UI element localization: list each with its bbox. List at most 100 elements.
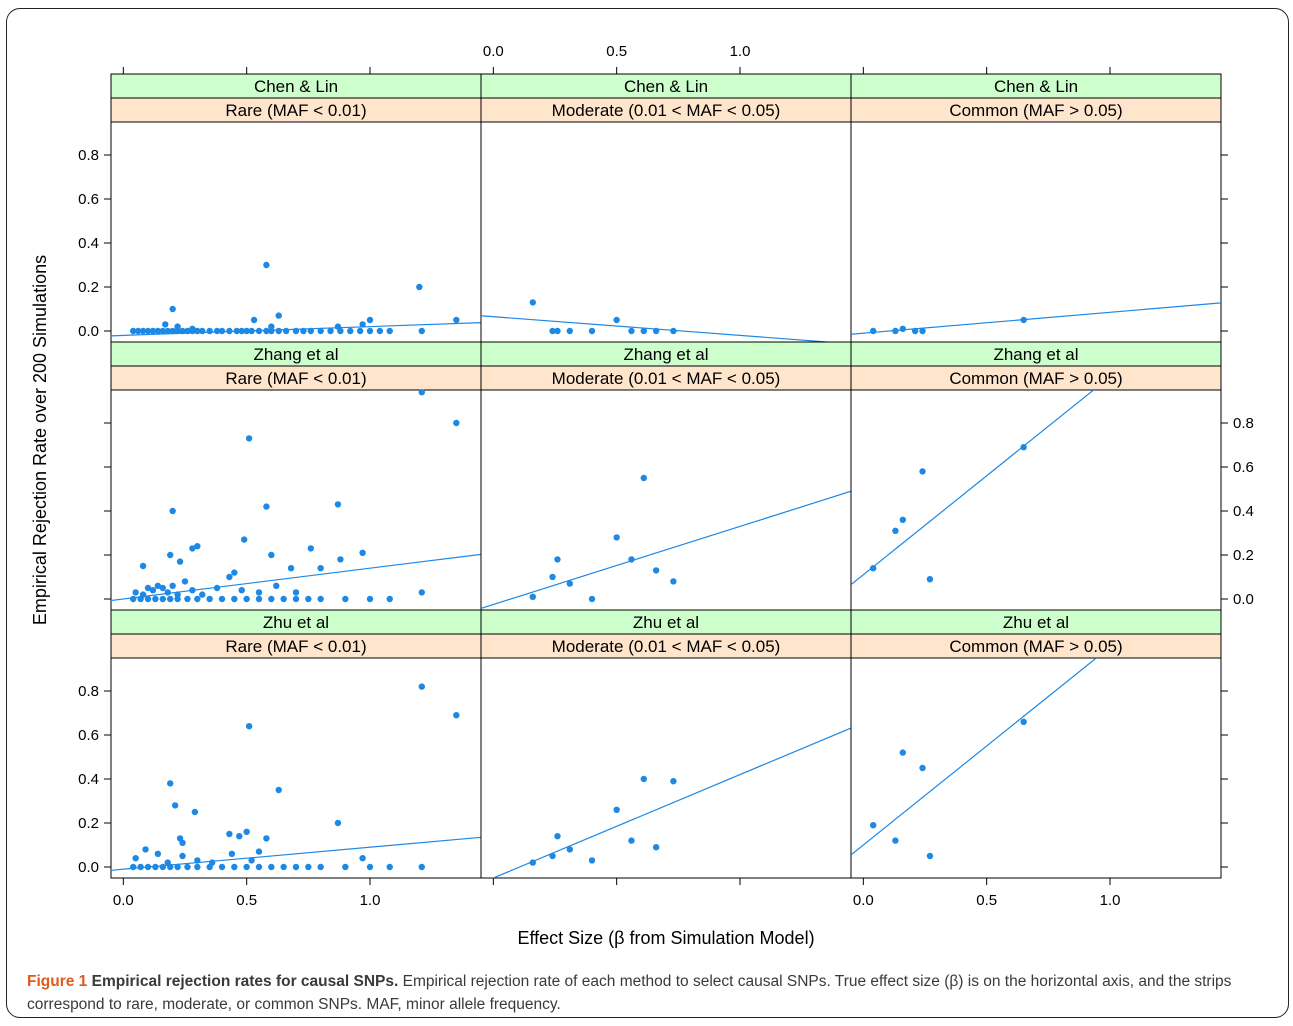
data-point [588, 327, 596, 335]
data-point [174, 595, 181, 603]
data-point [228, 850, 236, 857]
panel-frame [850, 121, 1222, 343]
data-point [549, 852, 556, 860]
data-point [152, 863, 159, 871]
data-point [139, 591, 147, 598]
data-point [255, 595, 263, 603]
data-point [899, 325, 906, 332]
data-point [255, 327, 263, 335]
y-tick-label-left: 0.4 [78, 235, 99, 252]
data-point [307, 327, 314, 335]
data-point [189, 545, 196, 552]
data-point [194, 595, 201, 603]
regression-line [481, 490, 851, 609]
data-point [268, 327, 275, 335]
data-point [453, 316, 460, 324]
data-point [1020, 444, 1027, 451]
data-point [418, 327, 425, 335]
data-point [191, 808, 199, 816]
y-tick-label-right: 0.2 [1233, 547, 1254, 564]
data-point [213, 584, 221, 592]
data-point [144, 863, 152, 871]
data-point [292, 327, 300, 335]
data-point [418, 389, 425, 396]
y-tick-label-left: 0.2 [78, 279, 99, 296]
data-point [275, 786, 282, 794]
data-point [263, 835, 270, 842]
regression-line [851, 390, 1095, 586]
data-point [255, 848, 263, 855]
data-point [139, 327, 147, 335]
data-point [169, 507, 176, 515]
data-point [287, 565, 295, 572]
data-point [238, 327, 245, 335]
y-tick-label-left: 0.0 [78, 323, 99, 340]
data-point [248, 327, 255, 335]
data-point [174, 591, 181, 598]
data-point [142, 846, 149, 853]
panel-frame [110, 121, 482, 343]
data-point [154, 327, 162, 335]
data-point [179, 839, 186, 846]
x-tick-label-bottom: 0.5 [976, 892, 997, 909]
data-point [870, 565, 877, 572]
data-point [366, 863, 374, 871]
data-point [275, 327, 282, 335]
data-point [263, 503, 270, 510]
data-point [184, 327, 191, 335]
data-point [418, 683, 425, 690]
data-point [245, 723, 253, 730]
data-point [243, 863, 250, 871]
data-point [137, 863, 144, 871]
data-point [194, 543, 201, 550]
data-point [418, 589, 425, 596]
data-point [169, 305, 176, 313]
figure-caption: Figure 1 Empirical rejection rates for c… [27, 970, 1272, 1016]
data-point [181, 578, 189, 585]
frequency-strip-label: Common (MAF > 0.05) [949, 637, 1122, 656]
data-point [233, 327, 240, 335]
data-point [334, 501, 342, 508]
method-strip [480, 609, 852, 635]
data-point [652, 567, 660, 574]
data-point [926, 852, 934, 860]
data-point [174, 327, 181, 335]
data-point [529, 299, 536, 306]
method-strip-label: Chen & Lin [994, 77, 1078, 96]
caption-text: Empirical rejection rate of each method … [27, 973, 1232, 1013]
frequency-strip [850, 365, 1222, 391]
data-point [892, 837, 899, 844]
data-point [317, 327, 324, 335]
x-tick-label-bottom: 1.0 [1100, 892, 1121, 909]
method-strip-label: Chen & Lin [254, 77, 338, 96]
data-point [164, 589, 171, 596]
frequency-strip [110, 97, 482, 123]
data-point [359, 549, 366, 556]
data-point [919, 327, 926, 335]
data-point [640, 775, 647, 783]
data-point [386, 863, 393, 871]
data-point [549, 327, 556, 335]
data-point [268, 323, 275, 330]
data-point [366, 316, 374, 324]
data-point [305, 863, 312, 871]
panel-frame [850, 389, 1222, 611]
data-point [231, 595, 238, 603]
frequency-strip [480, 365, 852, 391]
data-point [919, 764, 926, 772]
data-point [317, 595, 324, 603]
panel-frame [480, 121, 852, 343]
data-point [366, 327, 374, 335]
data-point [213, 327, 221, 335]
data-point [280, 863, 287, 871]
data-point [164, 327, 171, 335]
caption-title: Empirical rejection rates for causal SNP… [91, 973, 399, 990]
data-point [206, 595, 213, 603]
data-point [174, 863, 181, 871]
data-point [892, 327, 899, 335]
panel-frame [110, 657, 482, 879]
data-point [226, 327, 233, 335]
data-point [243, 828, 250, 835]
data-point [206, 327, 213, 335]
data-point [241, 536, 248, 543]
